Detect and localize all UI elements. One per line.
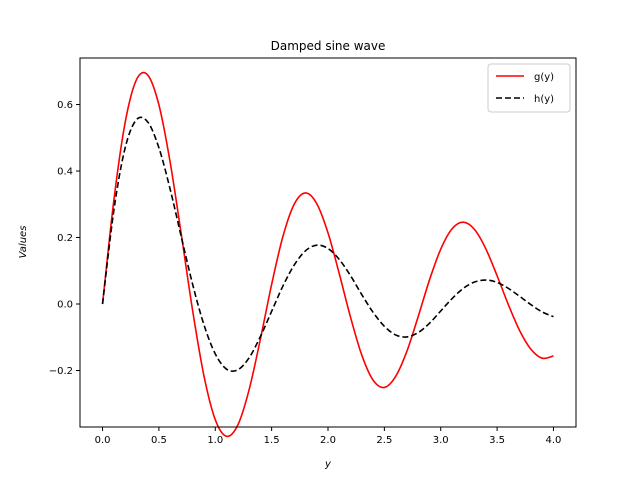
x-tick-label: 3.5	[489, 435, 505, 446]
legend-label-g: g(y)	[534, 72, 554, 83]
y-tick-label: −0.2	[49, 366, 73, 377]
legend-box	[487, 63, 571, 113]
x-tick-label: 2.0	[320, 435, 336, 446]
chart-title: Damped sine wave	[271, 39, 386, 53]
y-tick-label: 0.0	[57, 300, 73, 311]
x-tick-label: 1.0	[207, 435, 223, 446]
x-tick-label: 0.5	[151, 435, 167, 446]
series-line-g	[101, 71, 554, 438]
x-tick-label: 0.0	[95, 435, 111, 446]
x-tick-label: 4.0	[546, 435, 562, 446]
legend: g(y) h(y)	[487, 63, 571, 113]
legend-label-h: h(y)	[534, 94, 554, 105]
x-tick-label: 3.0	[433, 435, 449, 446]
x-tick-label: 1.5	[264, 435, 280, 446]
y-tick-label: 0.2	[57, 233, 73, 244]
x-axis-label: y	[324, 459, 332, 470]
y-tick-label: 0.6	[57, 100, 73, 111]
y-axis-ticks: −0.2 0.0 0.2 0.4 0.6	[49, 100, 80, 377]
plot-frame	[79, 57, 577, 428]
plot-lines	[101, 71, 554, 438]
y-axis-label: Values	[18, 226, 29, 259]
series-line-h	[101, 116, 554, 372]
y-tick-label: 0.4	[57, 167, 73, 178]
x-tick-label: 2.5	[376, 435, 392, 446]
x-axis-ticks: 0.0 0.5 1.0 1.5 2.0 2.5 3.0 3.5 4.0	[95, 427, 562, 446]
